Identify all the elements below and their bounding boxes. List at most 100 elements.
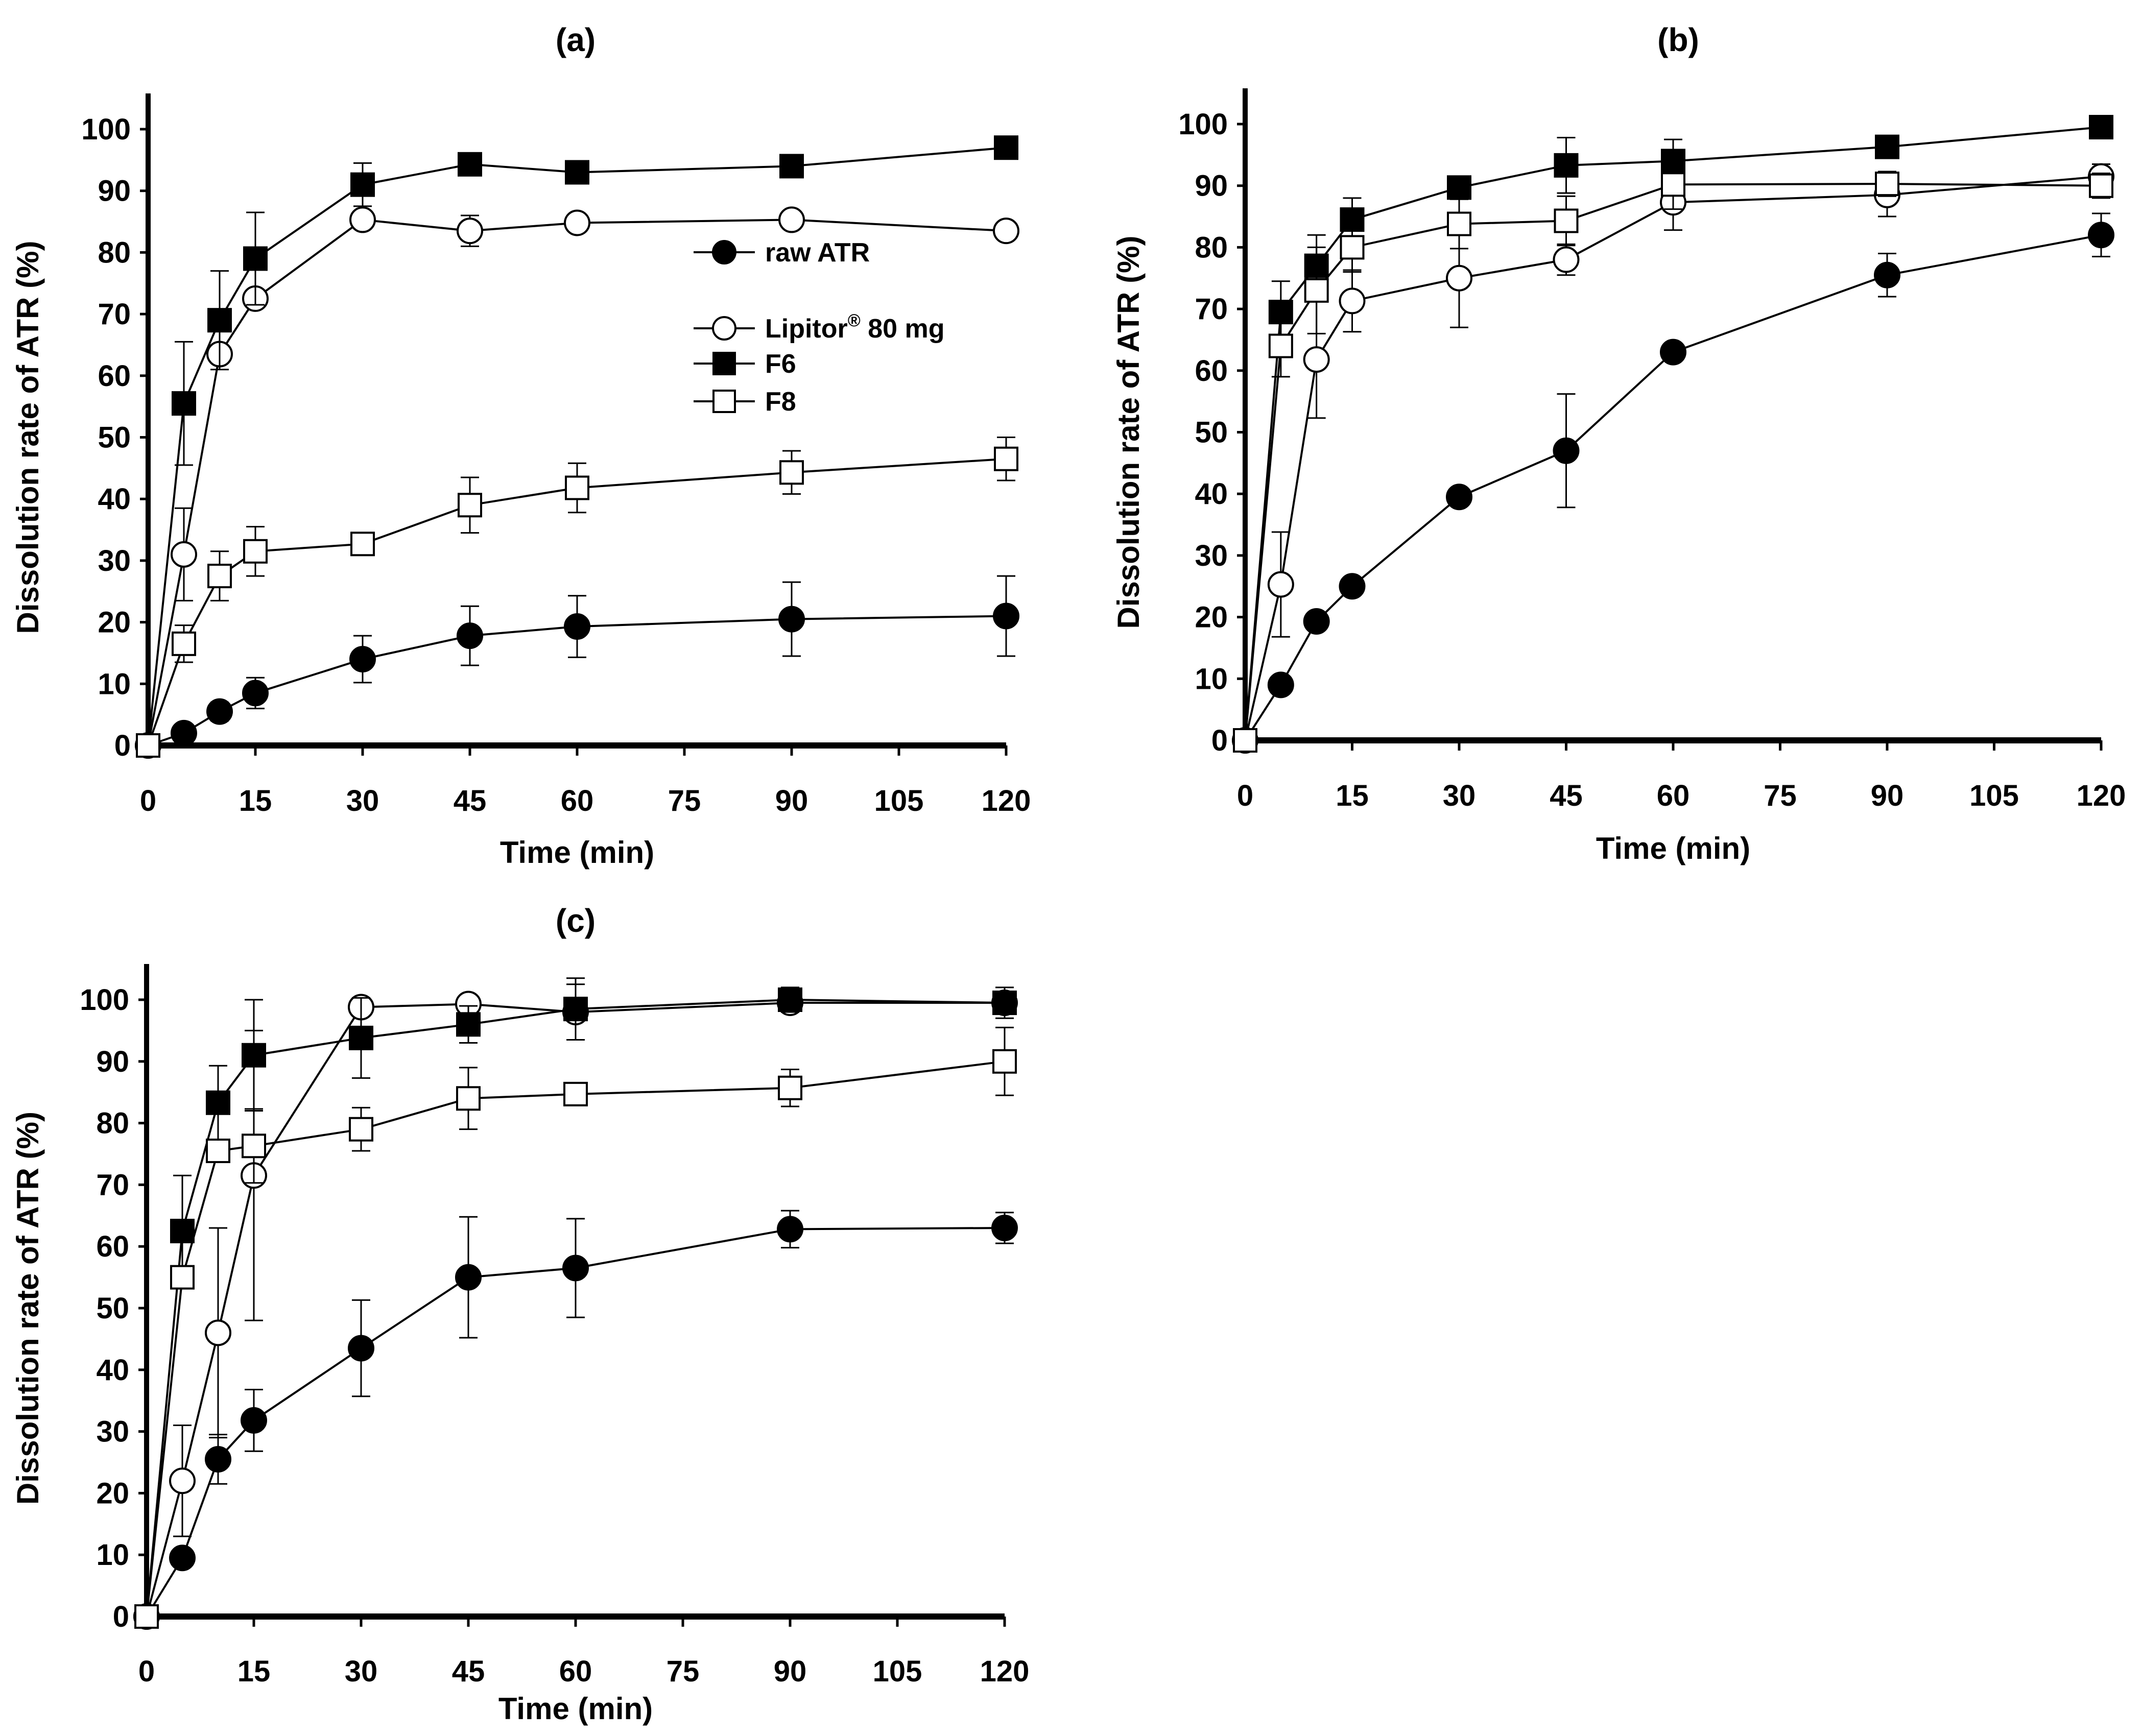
data-point xyxy=(457,622,483,649)
x-tick-label: 30 xyxy=(346,784,379,817)
panel-title: (c) xyxy=(556,902,596,939)
data-point xyxy=(994,446,1018,471)
data-point xyxy=(993,602,1019,630)
data-point xyxy=(455,1264,482,1291)
data-point xyxy=(242,1043,266,1068)
y-tick-label: 70 xyxy=(96,1168,129,1201)
x-tick-label: 105 xyxy=(873,1655,922,1688)
data-point xyxy=(1447,211,1471,236)
panel-2: (b) 0 10 20 30 40 50 60 70 80 90 100 0 15 30 45 60 75 90 10… xyxy=(1111,21,2126,865)
data-point xyxy=(2089,173,2113,198)
data-point xyxy=(1340,235,1365,260)
data-point xyxy=(993,218,1019,245)
data-point xyxy=(243,246,268,271)
data-point xyxy=(778,206,805,233)
x-tick-label: 90 xyxy=(774,1655,807,1688)
x-tick-label: 75 xyxy=(1764,779,1797,812)
x-tick-label: 75 xyxy=(667,1655,700,1688)
y-tick-label: 50 xyxy=(1195,416,1228,449)
x-axis-label: Time (min) xyxy=(500,835,654,870)
data-point xyxy=(565,160,589,185)
x-tick-label: 30 xyxy=(345,1655,378,1688)
y-tick-label: 50 xyxy=(96,1292,129,1325)
data-point xyxy=(349,646,376,673)
x-tick-label: 105 xyxy=(1969,779,2019,812)
data-point xyxy=(1554,153,1579,178)
data-point xyxy=(779,460,804,485)
y-tick-label: 40 xyxy=(96,1354,129,1387)
y-tick-label: 60 xyxy=(98,359,131,393)
data-point xyxy=(564,209,590,236)
x-tick-label: 45 xyxy=(454,784,487,817)
y-tick-label: 60 xyxy=(1195,354,1228,388)
series-open-square xyxy=(1233,159,2113,753)
series-open-circle xyxy=(135,206,1019,759)
data-point xyxy=(171,719,197,746)
series-line xyxy=(1244,175,2102,741)
data-point xyxy=(1268,333,1293,358)
y-tick-label: 80 xyxy=(1195,231,1228,264)
legend-label-raw-atr: raw ATR xyxy=(765,238,870,268)
series-filled-square xyxy=(136,135,1018,758)
data-point xyxy=(777,1216,803,1243)
data-point xyxy=(1875,134,1899,159)
x-tick-label: 15 xyxy=(237,1655,271,1688)
data-point xyxy=(349,1025,373,1050)
data-point xyxy=(992,1049,1017,1074)
data-point xyxy=(169,1545,196,1572)
legend-marker-open-circle xyxy=(712,316,736,341)
data-point xyxy=(172,391,196,416)
data-point xyxy=(564,613,590,640)
x-tick-label: 120 xyxy=(2077,779,2126,812)
data-point xyxy=(1303,608,1330,635)
x-tick-label: 120 xyxy=(980,1655,1030,1688)
data-point xyxy=(206,1090,230,1115)
data-point xyxy=(136,733,160,758)
data-point xyxy=(1446,484,1472,511)
data-point xyxy=(1267,671,1294,698)
data-point xyxy=(778,987,802,1012)
series-line xyxy=(1244,234,2102,741)
data-point xyxy=(205,1319,231,1346)
x-tick-label: 60 xyxy=(561,784,594,817)
data-point xyxy=(1660,339,1686,366)
data-point xyxy=(563,1081,588,1106)
panel-1: (a) 0 10 20 30 40 50 60 70 80 90 100 0 15 30 45 60 75 90 10… xyxy=(11,21,1031,870)
series-open-circle xyxy=(1232,163,2114,754)
y-tick-label: 20 xyxy=(96,1477,129,1510)
data-point xyxy=(1339,287,1366,315)
data-point xyxy=(349,1117,373,1142)
legend-marker-filled-square xyxy=(712,352,736,375)
legend-label-f8: F8 xyxy=(765,387,796,417)
series-open-square xyxy=(136,437,1018,758)
y-tick-label: 70 xyxy=(98,298,131,331)
data-point xyxy=(242,1134,266,1159)
y-tick-label: 10 xyxy=(98,667,131,701)
data-point xyxy=(350,532,375,557)
legend-label-lipitor: Lipitor® 80 mg xyxy=(765,311,945,344)
data-point xyxy=(172,631,196,656)
x-tick-label: 60 xyxy=(559,1655,592,1688)
data-point xyxy=(563,997,588,1022)
data-point xyxy=(778,1075,802,1100)
data-point xyxy=(1233,728,1257,753)
legend-label-f6: F6 xyxy=(765,349,796,379)
panel-title: (b) xyxy=(1657,21,1699,58)
y-tick-label: 40 xyxy=(98,483,131,516)
x-tick-label: 60 xyxy=(1657,779,1690,812)
y-tick-label: 90 xyxy=(1195,170,1228,203)
data-point xyxy=(205,1445,231,1473)
y-tick-label: 30 xyxy=(98,544,131,577)
data-point xyxy=(206,698,233,725)
data-point xyxy=(458,152,482,177)
data-point xyxy=(169,1467,196,1494)
data-point xyxy=(565,475,589,500)
data-point xyxy=(1268,300,1293,325)
y-axis-label: Dissolution rate of ATR (%) xyxy=(11,1112,45,1505)
data-point xyxy=(1554,208,1579,233)
y-tick-label: 80 xyxy=(96,1107,129,1140)
y-tick-label: 90 xyxy=(98,175,131,208)
x-tick-label: 0 xyxy=(1237,779,1253,812)
x-tick-label: 15 xyxy=(239,784,272,817)
